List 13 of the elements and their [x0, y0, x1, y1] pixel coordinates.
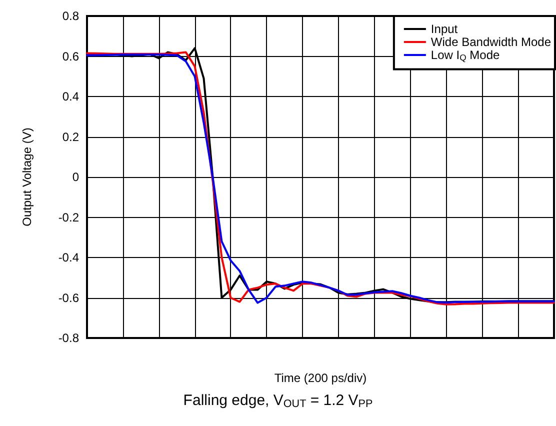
y-tick-label: -0.2 — [58, 210, 80, 224]
y-tick-label: 0.8 — [62, 9, 80, 23]
y-tick-label: 0 — [72, 170, 80, 184]
y-tick-label: 0.2 — [62, 130, 80, 144]
y-tick-label: 0.6 — [62, 49, 80, 64]
y-axis-title: Output Voltage (V) — [20, 128, 34, 226]
legend-label: Input — [430, 22, 458, 36]
y-tick-label: 0.4 — [62, 90, 80, 104]
x-axis-title: Time (200 ps/div) — [274, 371, 367, 385]
y-tick-label: -0.8 — [58, 331, 80, 345]
y-tick-label: -0.4 — [58, 250, 80, 264]
legend-label: Wide Bandwidth Mode — [430, 35, 552, 49]
y-tick-label: -0.6 — [58, 290, 80, 305]
